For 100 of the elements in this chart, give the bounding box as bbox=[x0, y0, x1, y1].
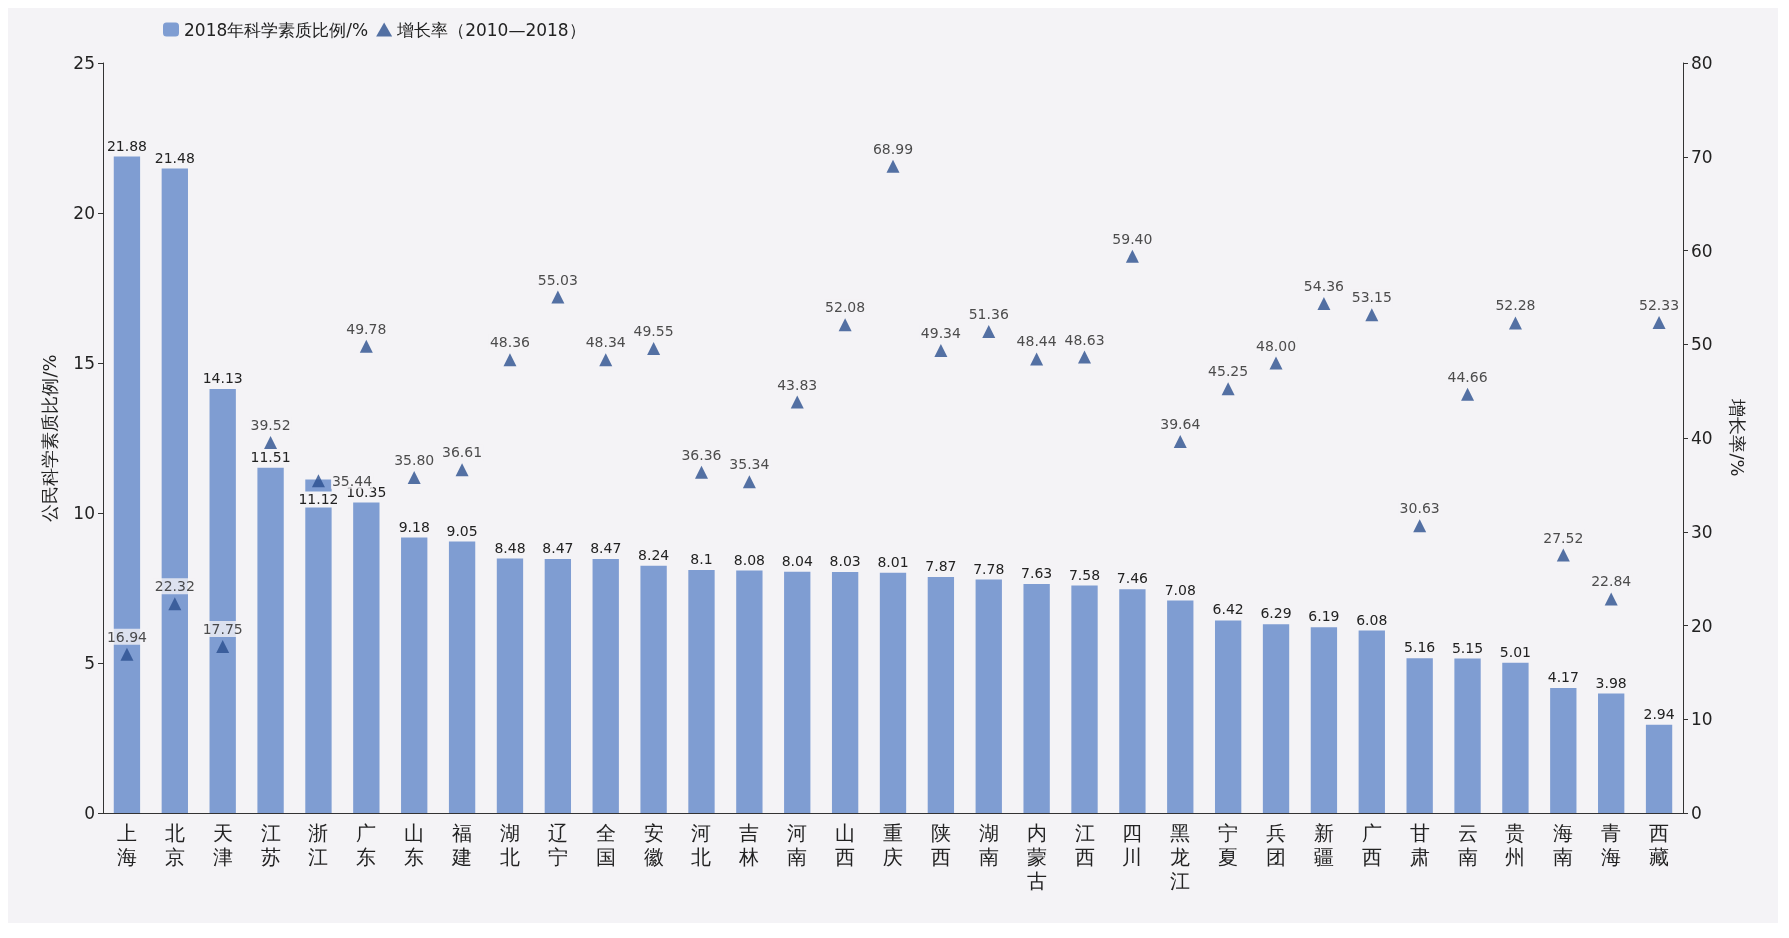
point bbox=[1413, 519, 1427, 533]
bar bbox=[1023, 584, 1050, 813]
data-label: 3.98 bbox=[1595, 674, 1627, 691]
bar bbox=[592, 558, 619, 813]
data-label: 7.63 bbox=[1021, 565, 1053, 582]
x-tick-label: 全国 bbox=[595, 821, 616, 869]
bar bbox=[257, 467, 284, 813]
data-label: 7.58 bbox=[1068, 566, 1101, 583]
bar bbox=[544, 558, 572, 813]
y2-tick-label: 10 bbox=[1691, 709, 1713, 730]
y2-axis-title: 增长率/% bbox=[1726, 398, 1748, 477]
data-label: 5.15 bbox=[1451, 639, 1484, 656]
bar bbox=[1358, 630, 1385, 813]
point bbox=[1030, 352, 1044, 366]
point bbox=[503, 353, 517, 367]
bar bbox=[496, 558, 524, 813]
point bbox=[1078, 350, 1092, 364]
data-label: 39.52 bbox=[250, 417, 291, 433]
point bbox=[982, 325, 996, 338]
data-label: 7.08 bbox=[1164, 581, 1196, 598]
x-tick-label: 西藏 bbox=[1649, 821, 1670, 869]
bar bbox=[1119, 589, 1146, 813]
bar bbox=[736, 570, 763, 813]
data-label: 11.12 bbox=[298, 491, 339, 508]
data-label: 8.01 bbox=[877, 553, 909, 570]
data-label: 55.03 bbox=[537, 271, 578, 288]
y2-tick-label: 40 bbox=[1691, 428, 1713, 448]
bar bbox=[401, 537, 428, 813]
point bbox=[1461, 387, 1475, 401]
data-label: 8.24 bbox=[638, 546, 670, 563]
bar bbox=[353, 502, 380, 813]
y2-tick-label: 60 bbox=[1691, 240, 1713, 261]
x-tick-label: 重庆 bbox=[883, 821, 903, 869]
data-label: 2.94 bbox=[1643, 705, 1675, 722]
data-label: 22.32 bbox=[154, 578, 195, 595]
x-tick-label: 河南 bbox=[787, 821, 808, 869]
point bbox=[551, 290, 565, 304]
x-tick-label: 安徽 bbox=[643, 821, 664, 869]
x-tick-label: 上海 bbox=[116, 821, 137, 869]
data-label: 9.05 bbox=[446, 522, 478, 539]
x-tick-label: 海南 bbox=[1553, 821, 1574, 869]
data-label: 5.01 bbox=[1499, 643, 1532, 660]
y2-tick-label: 50 bbox=[1691, 334, 1713, 355]
y2-tick-label: 80 bbox=[1691, 53, 1713, 73]
y-tick-label: 20 bbox=[73, 203, 95, 223]
data-label: 7.87 bbox=[925, 557, 957, 574]
data-label: 44.66 bbox=[1447, 368, 1488, 385]
legend-label: 增长率（2010—2018） bbox=[396, 19, 586, 40]
bar bbox=[1214, 620, 1242, 813]
point bbox=[1508, 316, 1522, 330]
bar bbox=[1550, 687, 1577, 813]
bar bbox=[1598, 693, 1625, 813]
data-label: 48.00 bbox=[1255, 337, 1297, 354]
data-label: 35.34 bbox=[729, 456, 770, 473]
x-tick-label: 贵州 bbox=[1505, 821, 1526, 869]
point bbox=[1556, 548, 1570, 562]
data-label: 16.94 bbox=[106, 628, 148, 645]
x-tick-label: 江西 bbox=[1074, 821, 1095, 869]
x-tick-label: 云南 bbox=[1457, 821, 1478, 869]
point bbox=[216, 640, 230, 654]
bar bbox=[831, 572, 859, 813]
x-tick-label: 四川 bbox=[1122, 821, 1143, 869]
bar bbox=[879, 572, 907, 813]
point bbox=[120, 647, 134, 661]
x-tick-label: 青海 bbox=[1601, 821, 1622, 869]
data-label: 35.80 bbox=[394, 451, 435, 468]
x-tick-label: 内蒙古 bbox=[1026, 821, 1047, 893]
data-label: 5.16 bbox=[1404, 639, 1436, 656]
point bbox=[359, 339, 373, 353]
y-tick-label: 5 bbox=[84, 653, 95, 673]
point bbox=[407, 470, 421, 484]
point bbox=[1604, 592, 1618, 606]
data-label: 6.42 bbox=[1212, 601, 1244, 618]
data-label: 22.84 bbox=[1591, 573, 1632, 590]
data-label: 8.47 bbox=[542, 539, 574, 556]
data-label: 53.15 bbox=[1351, 289, 1392, 306]
data-label: 68.99 bbox=[872, 140, 914, 157]
x-tick-label: 福建 bbox=[451, 821, 473, 869]
x-tick-label: 湖南 bbox=[978, 821, 999, 869]
data-label: 48.36 bbox=[489, 334, 531, 351]
bar bbox=[688, 570, 715, 813]
point bbox=[1652, 315, 1666, 329]
x-tick-label: 辽宁 bbox=[547, 821, 568, 869]
legend-label: 2018年科学素质比例/% bbox=[184, 19, 369, 40]
x-tick-label: 天津 bbox=[212, 821, 233, 869]
x-tick-label: 兵团 bbox=[1266, 821, 1287, 869]
bar bbox=[927, 576, 955, 813]
point bbox=[599, 353, 613, 367]
bar bbox=[1310, 627, 1338, 813]
data-label: 30.63 bbox=[1399, 500, 1440, 517]
x-tick-label: 江苏 bbox=[260, 821, 281, 869]
x-tick-label: 湖北 bbox=[499, 821, 520, 869]
point bbox=[742, 475, 756, 489]
data-label: 54.36 bbox=[1303, 277, 1345, 294]
bar bbox=[975, 579, 1002, 813]
point bbox=[886, 159, 900, 173]
data-label: 11.51 bbox=[250, 448, 291, 465]
data-label: 8.48 bbox=[494, 539, 526, 556]
x-tick-label: 浙江 bbox=[308, 821, 329, 869]
bar bbox=[1262, 624, 1290, 813]
